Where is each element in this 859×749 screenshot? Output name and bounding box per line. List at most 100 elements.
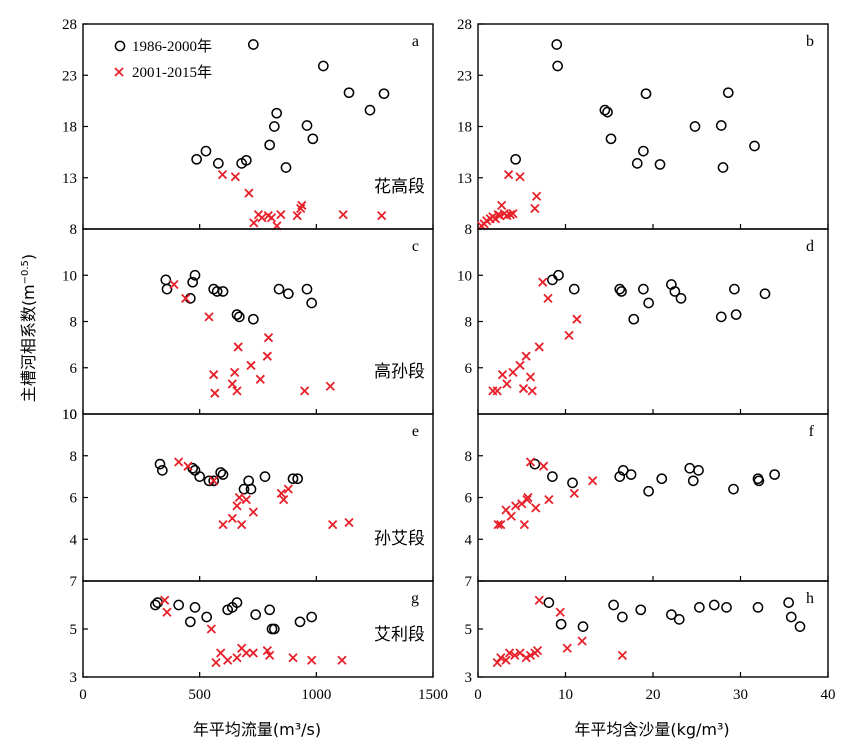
point-2001-2015 <box>534 342 544 352</box>
y-tick-label: 6 <box>465 491 473 507</box>
point-2001-2015 <box>230 367 240 378</box>
point-1986-2000 <box>364 104 376 116</box>
point-1986-2000 <box>184 293 196 304</box>
x-stroke <box>209 370 219 380</box>
x-stroke <box>501 505 511 515</box>
x-stroke <box>506 511 516 521</box>
panel-letter-g: g <box>411 590 419 607</box>
point-2001-2015 <box>234 492 244 503</box>
panel-letter-c: c <box>412 238 419 255</box>
point-1986-2000 <box>694 602 705 613</box>
point-2001-2015 <box>300 386 310 396</box>
y-tick-label: 13 <box>457 171 472 187</box>
point-2001-2015 <box>227 379 237 389</box>
point-2001-2015 <box>263 333 274 343</box>
point-1986-2000 <box>268 623 280 635</box>
x-stroke <box>338 210 348 220</box>
point-1986-2000 <box>568 283 580 295</box>
x-stroke <box>266 213 277 223</box>
point-1986-2000 <box>729 283 740 295</box>
x-stroke <box>534 595 544 605</box>
x-stroke <box>531 191 542 201</box>
x-stroke <box>216 648 226 658</box>
point-1986-2000 <box>152 597 164 608</box>
x-stroke <box>508 367 518 378</box>
point-1986-2000 <box>759 288 771 300</box>
y-tick-label: 8 <box>465 315 473 331</box>
y-tick-label: 8 <box>70 222 78 238</box>
x-stroke <box>492 386 502 396</box>
point-1986-2000 <box>200 145 212 157</box>
x-stroke <box>534 342 544 352</box>
panel-frame-f <box>477 413 829 582</box>
x-stroke <box>288 653 298 663</box>
point-2001-2015 <box>538 277 548 287</box>
panel-e: 4 6 8 10 e 孙艾段 <box>62 407 434 582</box>
point-2001-2015 <box>328 520 338 530</box>
point-2001-2015 <box>279 494 289 505</box>
point-2001-2015 <box>169 279 179 290</box>
point-1986-2000 <box>287 473 299 485</box>
x-stroke <box>237 643 247 653</box>
point-2001-2015 <box>569 488 579 498</box>
point-2001-2015 <box>249 218 259 228</box>
x-stroke <box>518 383 529 394</box>
x-stroke <box>325 381 335 391</box>
x-stroke <box>543 293 553 304</box>
x-stroke <box>515 172 525 182</box>
x-stroke <box>496 520 506 530</box>
point-2001-2015 <box>241 648 251 658</box>
point-2001-2015 <box>515 172 525 182</box>
point-2001-2015 <box>496 653 506 663</box>
point-1986-2000 <box>783 597 794 608</box>
x-tick-label: 10 <box>558 687 573 703</box>
x-stroke <box>527 386 537 396</box>
point-1986-2000 <box>306 611 318 623</box>
point-1986-2000 <box>212 158 224 169</box>
point-1986-2000 <box>187 462 199 474</box>
point-1986-2000 <box>567 477 578 489</box>
x-tick-label: 500 <box>188 687 211 703</box>
y-tick-label: 18 <box>62 120 77 136</box>
panels: 8 13 18 23 28 a 花高段 8 13 18 23 28 b 6 8 10 10 c 高孙段 6 8 10 d 4 6… <box>62 17 836 703</box>
point-2001-2015 <box>510 650 520 661</box>
panel-d: 6 8 10 d <box>457 228 829 415</box>
point-2001-2015 <box>538 461 549 471</box>
x-stroke <box>246 360 256 371</box>
point-1986-2000 <box>666 609 677 620</box>
point-1986-2000 <box>233 311 245 323</box>
point-2001-2015 <box>217 170 228 180</box>
x-stroke <box>230 172 241 182</box>
point-2001-2015 <box>246 360 256 371</box>
point-1986-2000 <box>687 475 699 487</box>
point-1986-2000 <box>616 286 627 297</box>
point-2001-2015 <box>617 650 628 661</box>
point-1986-2000 <box>602 106 613 118</box>
x-stroke <box>283 484 293 494</box>
point-1986-2000 <box>211 286 223 297</box>
point-2001-2015 <box>530 203 540 214</box>
y-tick-label: 3 <box>70 670 78 686</box>
point-1986-2000 <box>689 121 701 132</box>
x-stroke <box>521 351 531 361</box>
x-stroke <box>249 218 259 228</box>
x-stroke <box>233 342 243 352</box>
x-stroke <box>344 517 354 528</box>
point-1986-2000 <box>553 269 564 281</box>
point-1986-2000 <box>675 293 687 304</box>
point-2001-2015 <box>162 607 172 617</box>
x-stroke <box>562 643 572 653</box>
point-2001-2015 <box>174 457 184 467</box>
x-axis-title-right: 年平均含沙量(kg/m³) <box>574 720 729 739</box>
point-1986-2000 <box>547 471 558 482</box>
point-2001-2015 <box>218 520 228 530</box>
x-stroke <box>248 648 258 658</box>
segment-label: 高孙段 <box>374 362 425 382</box>
point-2001-2015 <box>506 511 516 521</box>
legend: 1986-2000年 2001-2015年 <box>114 38 212 81</box>
point-1986-2000 <box>156 465 168 476</box>
x-stroke <box>532 645 543 656</box>
point-1986-2000 <box>191 153 202 165</box>
panel-letter-e: e <box>412 423 419 440</box>
point-2001-2015 <box>492 657 502 668</box>
